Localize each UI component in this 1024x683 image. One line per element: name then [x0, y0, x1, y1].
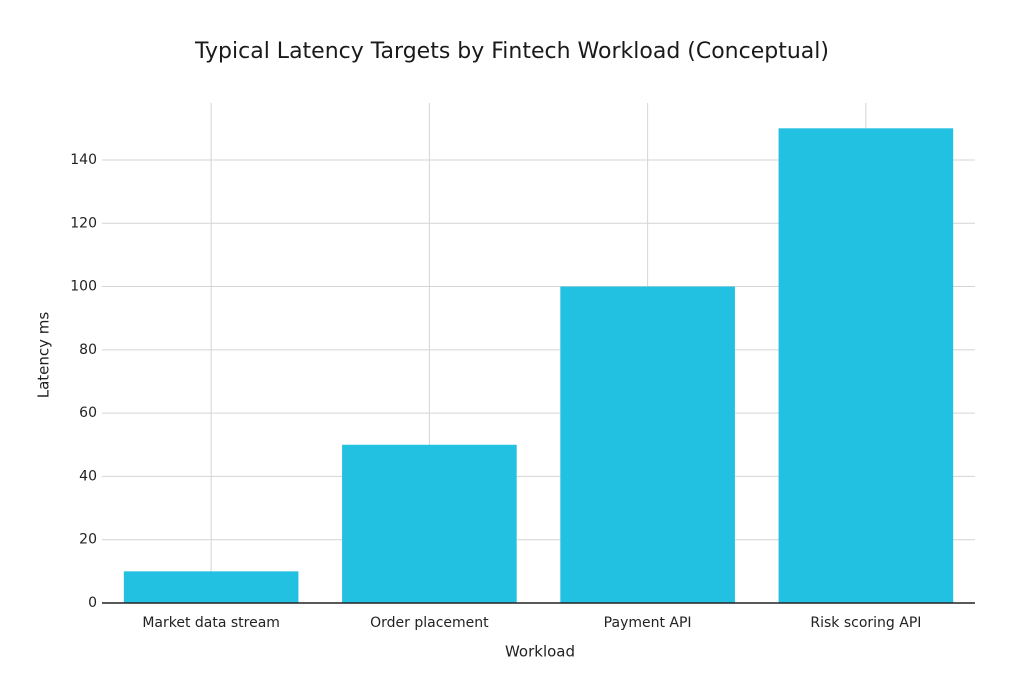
bar [560, 286, 735, 603]
bars [123, 128, 954, 603]
y-axis-title: Latency ms [35, 312, 53, 399]
x-axis-title: Workload [505, 643, 575, 661]
y-tick-label: 100 [70, 279, 97, 295]
bar [778, 128, 954, 603]
bar [342, 444, 517, 603]
x-tick-label: Risk scoring API [810, 615, 921, 631]
y-tick-label: 120 [70, 215, 97, 231]
x-tick-label: Payment API [604, 615, 692, 631]
y-tick-label: 20 [79, 532, 97, 548]
y-tick-label: 60 [79, 405, 97, 421]
labels: 0 20 40 60 80 100 120 140 Market data stream Orde… [70, 152, 975, 631]
y-tick-label: 0 [88, 595, 97, 611]
x-tick-label: Order placement [370, 615, 489, 631]
chart-title: Typical Latency Targets by Fintech Workl… [194, 39, 829, 64]
bar [123, 571, 299, 603]
y-tick-label: 40 [79, 468, 97, 484]
x-tick-label: Market data stream [142, 615, 280, 631]
y-tick-label: 140 [70, 152, 97, 168]
y-tick-label: 80 [79, 342, 97, 358]
